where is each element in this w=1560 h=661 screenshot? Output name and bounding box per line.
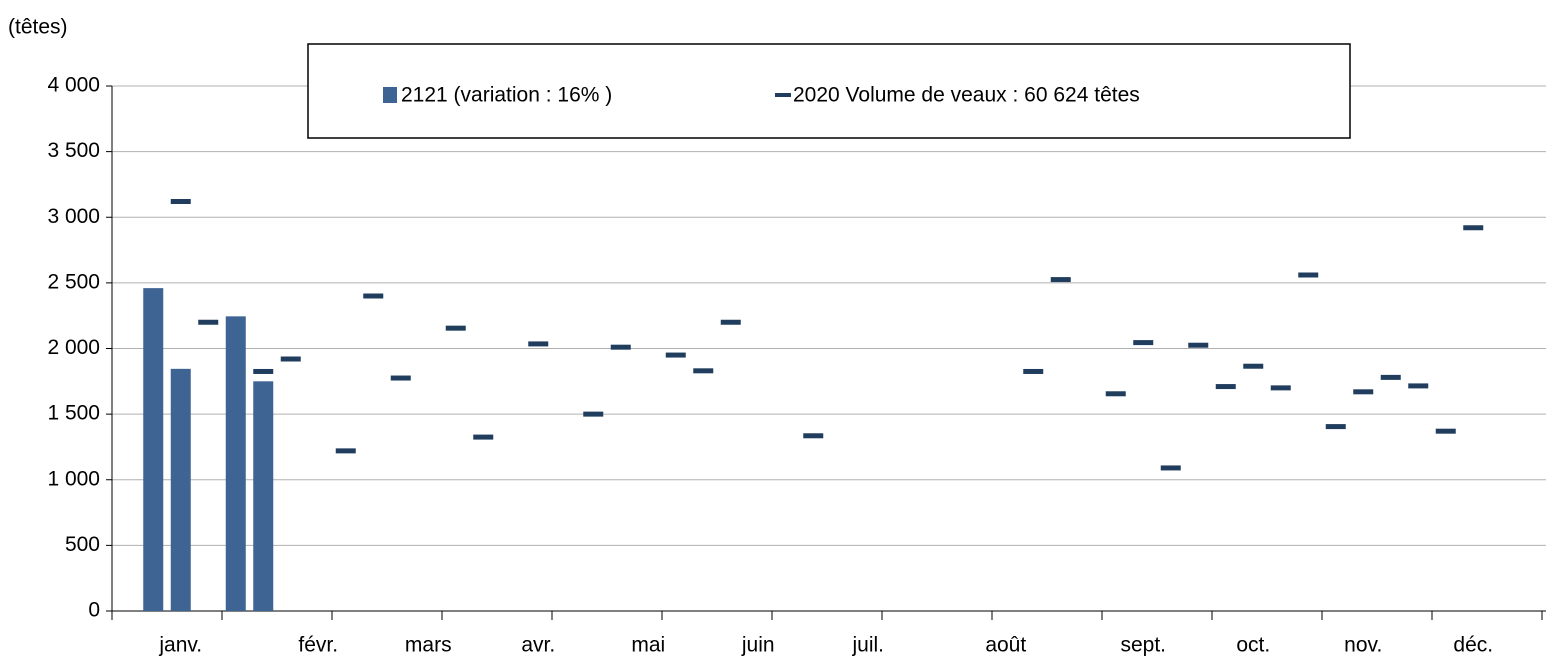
y-tick-label: 0	[88, 599, 100, 622]
dash-marker	[1215, 384, 1236, 390]
bar	[143, 288, 164, 611]
y-tick-label: 2 500	[47, 270, 100, 293]
x-tick-label: juin	[741, 634, 775, 657]
y-tick-label: 2 000	[47, 336, 100, 359]
dash-marker	[198, 319, 219, 325]
dash-marker	[1188, 342, 1209, 348]
dash-marker	[720, 319, 741, 325]
x-tick-label: juil.	[851, 634, 884, 657]
dash-marker	[473, 434, 494, 440]
dash-marker	[280, 356, 301, 362]
dash-marker	[528, 341, 549, 347]
x-tick-label: oct.	[1236, 634, 1270, 657]
x-tick-label: déc.	[1453, 634, 1493, 657]
dash-marker	[1408, 383, 1429, 389]
dash-marker	[363, 293, 384, 299]
dash-marker	[693, 368, 714, 374]
dash-marker	[1298, 272, 1319, 278]
dash-marker	[1353, 389, 1374, 395]
dash-marker	[610, 344, 631, 350]
bar	[253, 381, 274, 611]
dash-marker	[803, 433, 824, 439]
bar	[225, 316, 246, 611]
dash-marker	[1243, 363, 1264, 369]
legend-label: 2121 (variation : 16% )	[401, 84, 612, 107]
dash-marker	[1380, 374, 1401, 380]
y-tick-label: 1 500	[47, 402, 100, 425]
x-tick-label: sept.	[1120, 634, 1166, 657]
legend-swatch	[775, 93, 791, 97]
x-tick-label: mars	[405, 634, 452, 657]
x-tick-label: mai	[631, 634, 665, 657]
dash-marker	[335, 448, 356, 454]
dash-marker	[390, 375, 411, 381]
x-tick-label: janv.	[158, 634, 202, 657]
y-tick-label: 1 000	[47, 467, 100, 490]
legend-box	[307, 43, 1351, 139]
x-tick-label: nov.	[1344, 634, 1382, 657]
dash-marker	[253, 368, 274, 374]
legend-swatch	[383, 87, 397, 103]
dash-marker	[1325, 424, 1346, 430]
y-tick-label: 3 500	[47, 139, 100, 162]
dash-marker	[1105, 391, 1126, 397]
x-tick-label: avr.	[521, 634, 555, 657]
x-tick-label: févr.	[298, 634, 338, 657]
legend-label: 2020 Volume de veaux : 60 624 têtes	[793, 84, 1140, 107]
dash-marker	[170, 199, 191, 204]
dash-marker	[665, 352, 686, 358]
x-tick-label: août	[985, 634, 1026, 657]
dash-marker	[1435, 428, 1456, 434]
bar	[170, 368, 191, 611]
dash-marker	[1050, 277, 1071, 283]
dash-marker	[1270, 385, 1291, 391]
y-tick-label: 4 000	[47, 74, 100, 97]
dash-marker	[1463, 225, 1484, 231]
dash-marker	[1133, 340, 1154, 346]
dash-marker	[445, 325, 466, 331]
y-tick-label: 3 000	[47, 205, 100, 228]
y-tick-label: 500	[65, 533, 100, 556]
dash-marker	[1023, 368, 1044, 374]
dash-marker	[1160, 465, 1181, 471]
dash-marker	[583, 411, 604, 417]
y-axis-label: (têtes)	[8, 16, 68, 39]
